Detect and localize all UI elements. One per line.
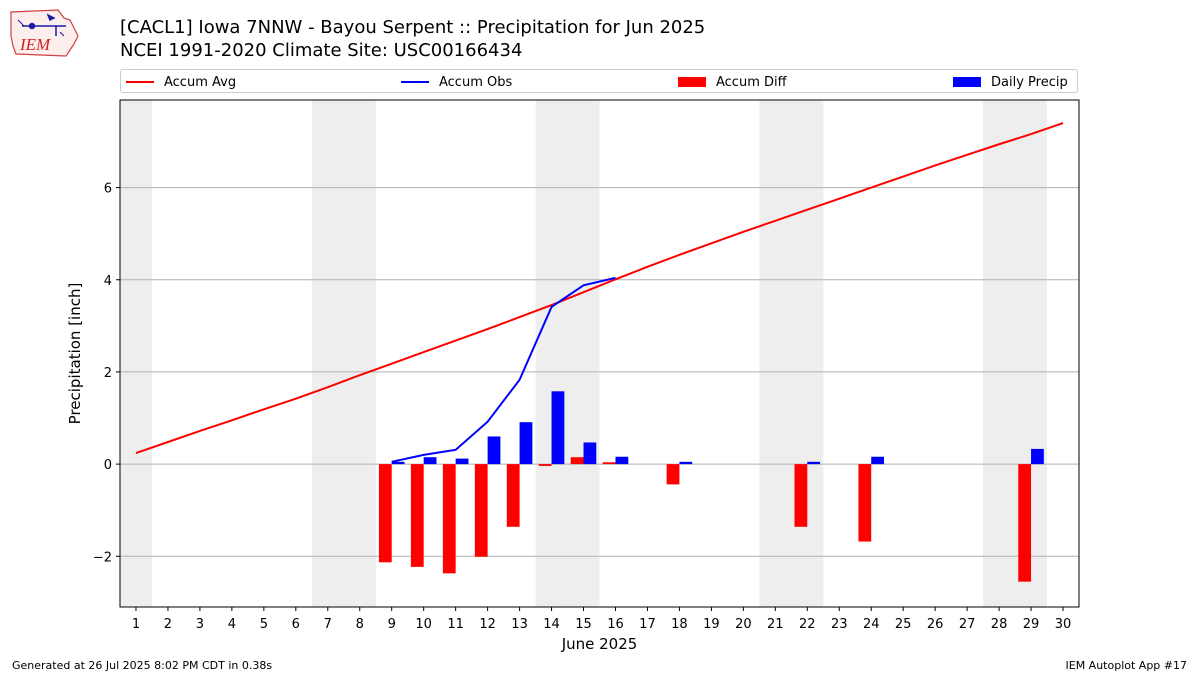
legend-item-accum-obs: Accum Obs <box>401 73 512 91</box>
x-tick-label: 7 <box>324 617 332 632</box>
x-tick-label: 8 <box>356 617 364 632</box>
daily-precip-bar <box>615 456 629 465</box>
y-tick-label: −2 <box>93 550 112 565</box>
x-axis-label: June 2025 <box>561 635 638 653</box>
y-tick-label: 0 <box>104 458 112 473</box>
weekend-band-2 <box>311 100 376 607</box>
accum-obs-line <box>391 276 616 463</box>
accum-avg-line <box>135 122 1064 455</box>
x-tick-label: 1 <box>132 617 140 632</box>
weekend-band-4 <box>759 100 824 607</box>
iowa-state-outline-icon <box>10 9 79 57</box>
weekend-band-3 <box>535 100 600 607</box>
series-lines <box>135 122 1064 463</box>
x-axis-ticks: 1 2 3 4 5 6 7 8 9 10 11 12 13 14 15 16 17 18 19 20 21 22 23 24 2… <box>132 607 1071 632</box>
x-tick-label: 3 <box>196 617 204 632</box>
logo-text: IEM <box>19 35 51 54</box>
accum-diff-bar <box>1018 464 1032 582</box>
accum-diff-bar <box>570 457 584 465</box>
x-tick-label: 19 <box>703 617 720 632</box>
x-tick-label: 11 <box>447 617 464 632</box>
daily-precip-bar <box>807 461 821 465</box>
daily-precip-bar <box>519 422 533 465</box>
chart-subtitle: NCEI 1991-2020 Climate Site: USC00166434 <box>120 40 523 61</box>
legend-swatch-daily-precip <box>953 77 981 87</box>
accum-diff-bar <box>538 464 552 466</box>
x-tick-label: 10 <box>415 617 432 632</box>
daily-precip-bar <box>871 456 885 465</box>
legend-swatch-accum-obs <box>401 81 429 83</box>
daily-precip-bar <box>583 442 597 465</box>
accum-diff-bar <box>794 464 808 527</box>
daily-precip-bar <box>679 461 693 465</box>
x-tick-label: 29 <box>1023 617 1040 632</box>
autoplot-app-label: IEM Autoplot App #17 <box>1065 659 1188 672</box>
y-tick-label: 2 <box>104 366 112 381</box>
legend-label-accum-avg: Accum Avg <box>164 74 237 90</box>
x-tick-label: 12 <box>479 617 496 632</box>
daily-precip-bar <box>455 458 469 465</box>
x-tick-label: 27 <box>959 617 976 632</box>
x-tick-label: 17 <box>639 617 656 632</box>
x-tick-label: 25 <box>895 617 912 632</box>
accum-diff-bar <box>858 464 872 542</box>
daily-precip-bar <box>391 461 405 465</box>
gridlines <box>120 187 1079 557</box>
weekend-shading <box>120 100 1048 607</box>
weekend-band-5 <box>983 100 1048 607</box>
legend-item-daily-precip: Daily Precip <box>953 73 1068 91</box>
x-tick-label: 15 <box>575 617 592 632</box>
accum-diff-bar <box>378 464 392 563</box>
y-tick-label: 4 <box>104 274 112 289</box>
iem-logo: IEM <box>10 9 79 57</box>
x-tick-label: 21 <box>767 617 784 632</box>
accum-diff-bar <box>666 464 680 485</box>
weekend-band-1 <box>120 100 152 607</box>
generated-timestamp: Generated at 26 Jul 2025 8:02 PM CDT in … <box>12 659 273 672</box>
weather-station-icon <box>17 13 66 37</box>
chart-legend: Accum Avg Accum Obs Accum Diff Daily Pre… <box>120 69 1078 93</box>
legend-item-accum-diff: Accum Diff <box>678 73 787 91</box>
accum-diff-bar <box>410 464 424 567</box>
daily-precip-bar <box>551 391 565 465</box>
chart-title: [CACL1] Iowa 7NNW - Bayou Serpent :: Pre… <box>120 17 706 38</box>
x-tick-label: 9 <box>388 617 396 632</box>
legend-swatch-accum-avg <box>126 81 154 83</box>
legend-item-accum-avg: Accum Avg <box>126 73 236 91</box>
x-tick-label: 30 <box>1055 617 1072 632</box>
x-tick-label: 4 <box>228 617 236 632</box>
x-tick-label: 18 <box>671 617 688 632</box>
y-axis-label: Precipitation [inch] <box>66 283 84 425</box>
x-tick-label: 14 <box>543 617 560 632</box>
legend-label-accum-diff: Accum Diff <box>716 74 787 90</box>
accum-diff-bar <box>442 464 456 574</box>
daily-precip-bar <box>487 436 501 465</box>
x-tick-label: 13 <box>511 617 528 632</box>
x-tick-label: 16 <box>607 617 624 632</box>
x-tick-label: 5 <box>260 617 268 632</box>
accum-diff-bar <box>602 462 616 465</box>
plot-frame <box>119 99 1080 608</box>
daily-precip-bar <box>1031 448 1044 465</box>
x-tick-label: 20 <box>735 617 752 632</box>
y-tick-label: 6 <box>104 182 112 197</box>
legend-swatch-accum-diff <box>678 77 706 87</box>
legend-label-accum-obs: Accum Obs <box>439 74 513 90</box>
bars <box>378 391 1044 582</box>
x-tick-label: 24 <box>863 617 880 632</box>
legend-label-daily-precip: Daily Precip <box>991 74 1068 90</box>
daily-precip-bar <box>423 457 437 465</box>
x-tick-label: 22 <box>799 617 816 632</box>
x-tick-label: 23 <box>831 617 848 632</box>
y-axis-ticks: −2 0 2 4 6 <box>93 182 120 565</box>
accum-diff-bar <box>474 464 488 557</box>
x-tick-label: 6 <box>292 617 300 632</box>
x-tick-label: 28 <box>991 617 1008 632</box>
x-tick-label: 26 <box>927 617 944 632</box>
accum-diff-bar <box>506 464 520 527</box>
x-tick-label: 2 <box>164 617 172 632</box>
